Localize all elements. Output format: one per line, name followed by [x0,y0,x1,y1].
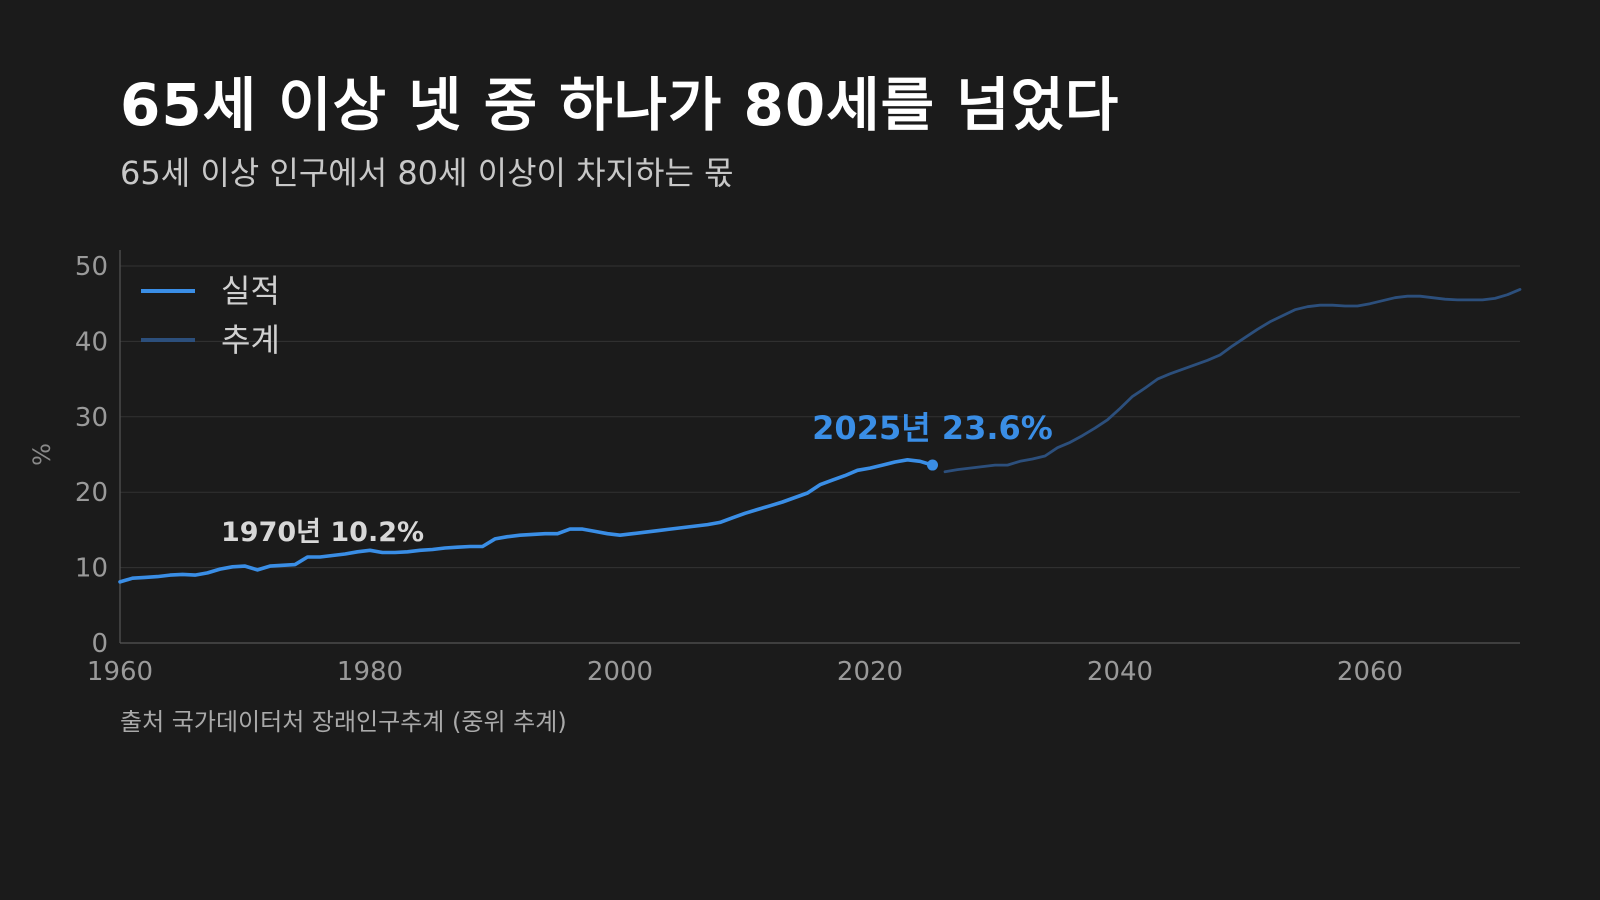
chart-subtitle: 65세 이상 인구에서 80세 이상이 차지하는 몫 [120,154,734,192]
axis-layer: 0 10 20 30 40 50 1960 1980 2000 2020 2040 2060% [28,250,1520,687]
y-tick-label: 20 [75,478,108,508]
y-tick-label: 10 [75,554,108,584]
series-layer [118,288,1522,584]
legend-label: 실적 [221,272,280,310]
x-tick-label: 2020 [837,657,903,687]
x-tick-label: 2040 [1087,657,1153,687]
annotation-1970: 1970년 10.2% [221,517,424,548]
x-tick-label: 2000 [587,657,653,687]
chart-title: 65세 이상 넷 중 하나가 80세를 넘었다 [120,71,1120,139]
annotation-2025: 2025년 23.6% [812,409,1053,447]
y-tick-label: 50 [75,252,108,282]
y-axis-label: % [28,443,56,466]
legend-label: 추계 [221,321,280,359]
grid-layer [120,265,1520,569]
series-line-projection [943,288,1522,474]
source-note: 출처 국가데이터처 장래인구추계 (중위 추계) [120,708,567,736]
point-marker-2025 [927,459,938,471]
y-tick-label: 40 [75,327,108,357]
y-tick-label: 0 [91,629,108,659]
annotation-layer: 1970년 10.2% 2025년 23.6% [221,409,1053,548]
x-tick-label: 1960 [87,657,153,687]
y-tick-label: 30 [75,403,108,433]
x-tick-label: 1980 [337,657,403,687]
x-tick-label: 2060 [1337,657,1403,687]
series-line-actual [118,458,935,584]
